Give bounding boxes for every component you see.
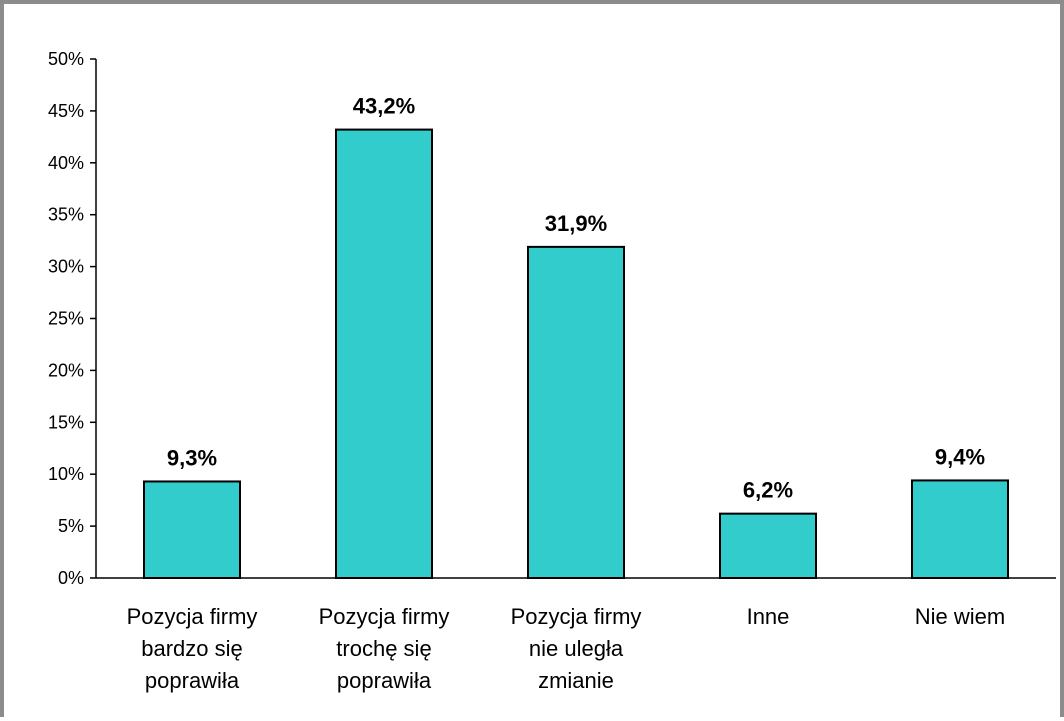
bar: [527, 245, 625, 580]
bar: [143, 480, 241, 579]
bar: [719, 512, 817, 580]
category-label-line: Pozycja firmy: [127, 604, 258, 629]
bar: [911, 479, 1009, 580]
category-label-line: zmianie: [538, 668, 614, 693]
y-tick-label: 40%: [48, 153, 84, 173]
category-labels: Pozycja firmy bardzo się poprawiłaPozycja …: [127, 604, 1006, 693]
y-tick-label: 15%: [48, 412, 84, 432]
y-tick-label: 45%: [48, 101, 84, 121]
category-label: Pozycja firmy nie uległa zmianie: [511, 604, 642, 693]
data-label: 6,2%: [743, 478, 793, 503]
category-label-line: trochę się: [336, 636, 431, 661]
y-tick-label: 0%: [58, 568, 84, 588]
category-label-line: poprawiła: [145, 668, 240, 693]
category-label-line: Pozycja firmy: [319, 604, 450, 629]
data-labels: 9,3% 43,2% 31,9% 6,2% 9,4%: [167, 94, 985, 503]
data-label: 43,2%: [353, 94, 415, 119]
category-label-line: nie uległa: [529, 636, 624, 661]
y-tick-label: 5%: [58, 516, 84, 536]
category-label: Nie wiem: [915, 604, 1005, 629]
y-tick-label: 20%: [48, 360, 84, 380]
y-axis-ticks: 0% 5% 10% 15% 20% 25% 30% 35% 40% 45% 50%: [48, 49, 96, 588]
data-label: 9,3%: [167, 445, 217, 470]
category-label-line: poprawiła: [337, 668, 432, 693]
category-label-line: Inne: [747, 604, 790, 629]
bar: [335, 128, 433, 579]
category-label-line: Pozycja firmy: [511, 604, 642, 629]
y-tick-label: 30%: [48, 257, 84, 277]
category-label: Inne: [747, 604, 790, 629]
category-label-line: Nie wiem: [915, 604, 1005, 629]
category-label: Pozycja firmy trochę się poprawiła: [319, 604, 450, 693]
y-tick-label: 25%: [48, 309, 84, 329]
y-tick-label: 50%: [48, 49, 84, 69]
category-label-line: bardzo się: [141, 636, 243, 661]
category-label: Pozycja firmy bardzo się poprawiła: [127, 604, 258, 693]
y-tick-label: 35%: [48, 205, 84, 225]
bar-chart: 0% 5% 10% 15% 20% 25% 30% 35% 40% 45% 50% 9,3% 43,2…: [48, 49, 1056, 693]
bars: [143, 128, 1009, 580]
y-tick-label: 10%: [48, 464, 84, 484]
data-label: 9,4%: [935, 444, 985, 469]
data-label: 31,9%: [545, 211, 607, 236]
